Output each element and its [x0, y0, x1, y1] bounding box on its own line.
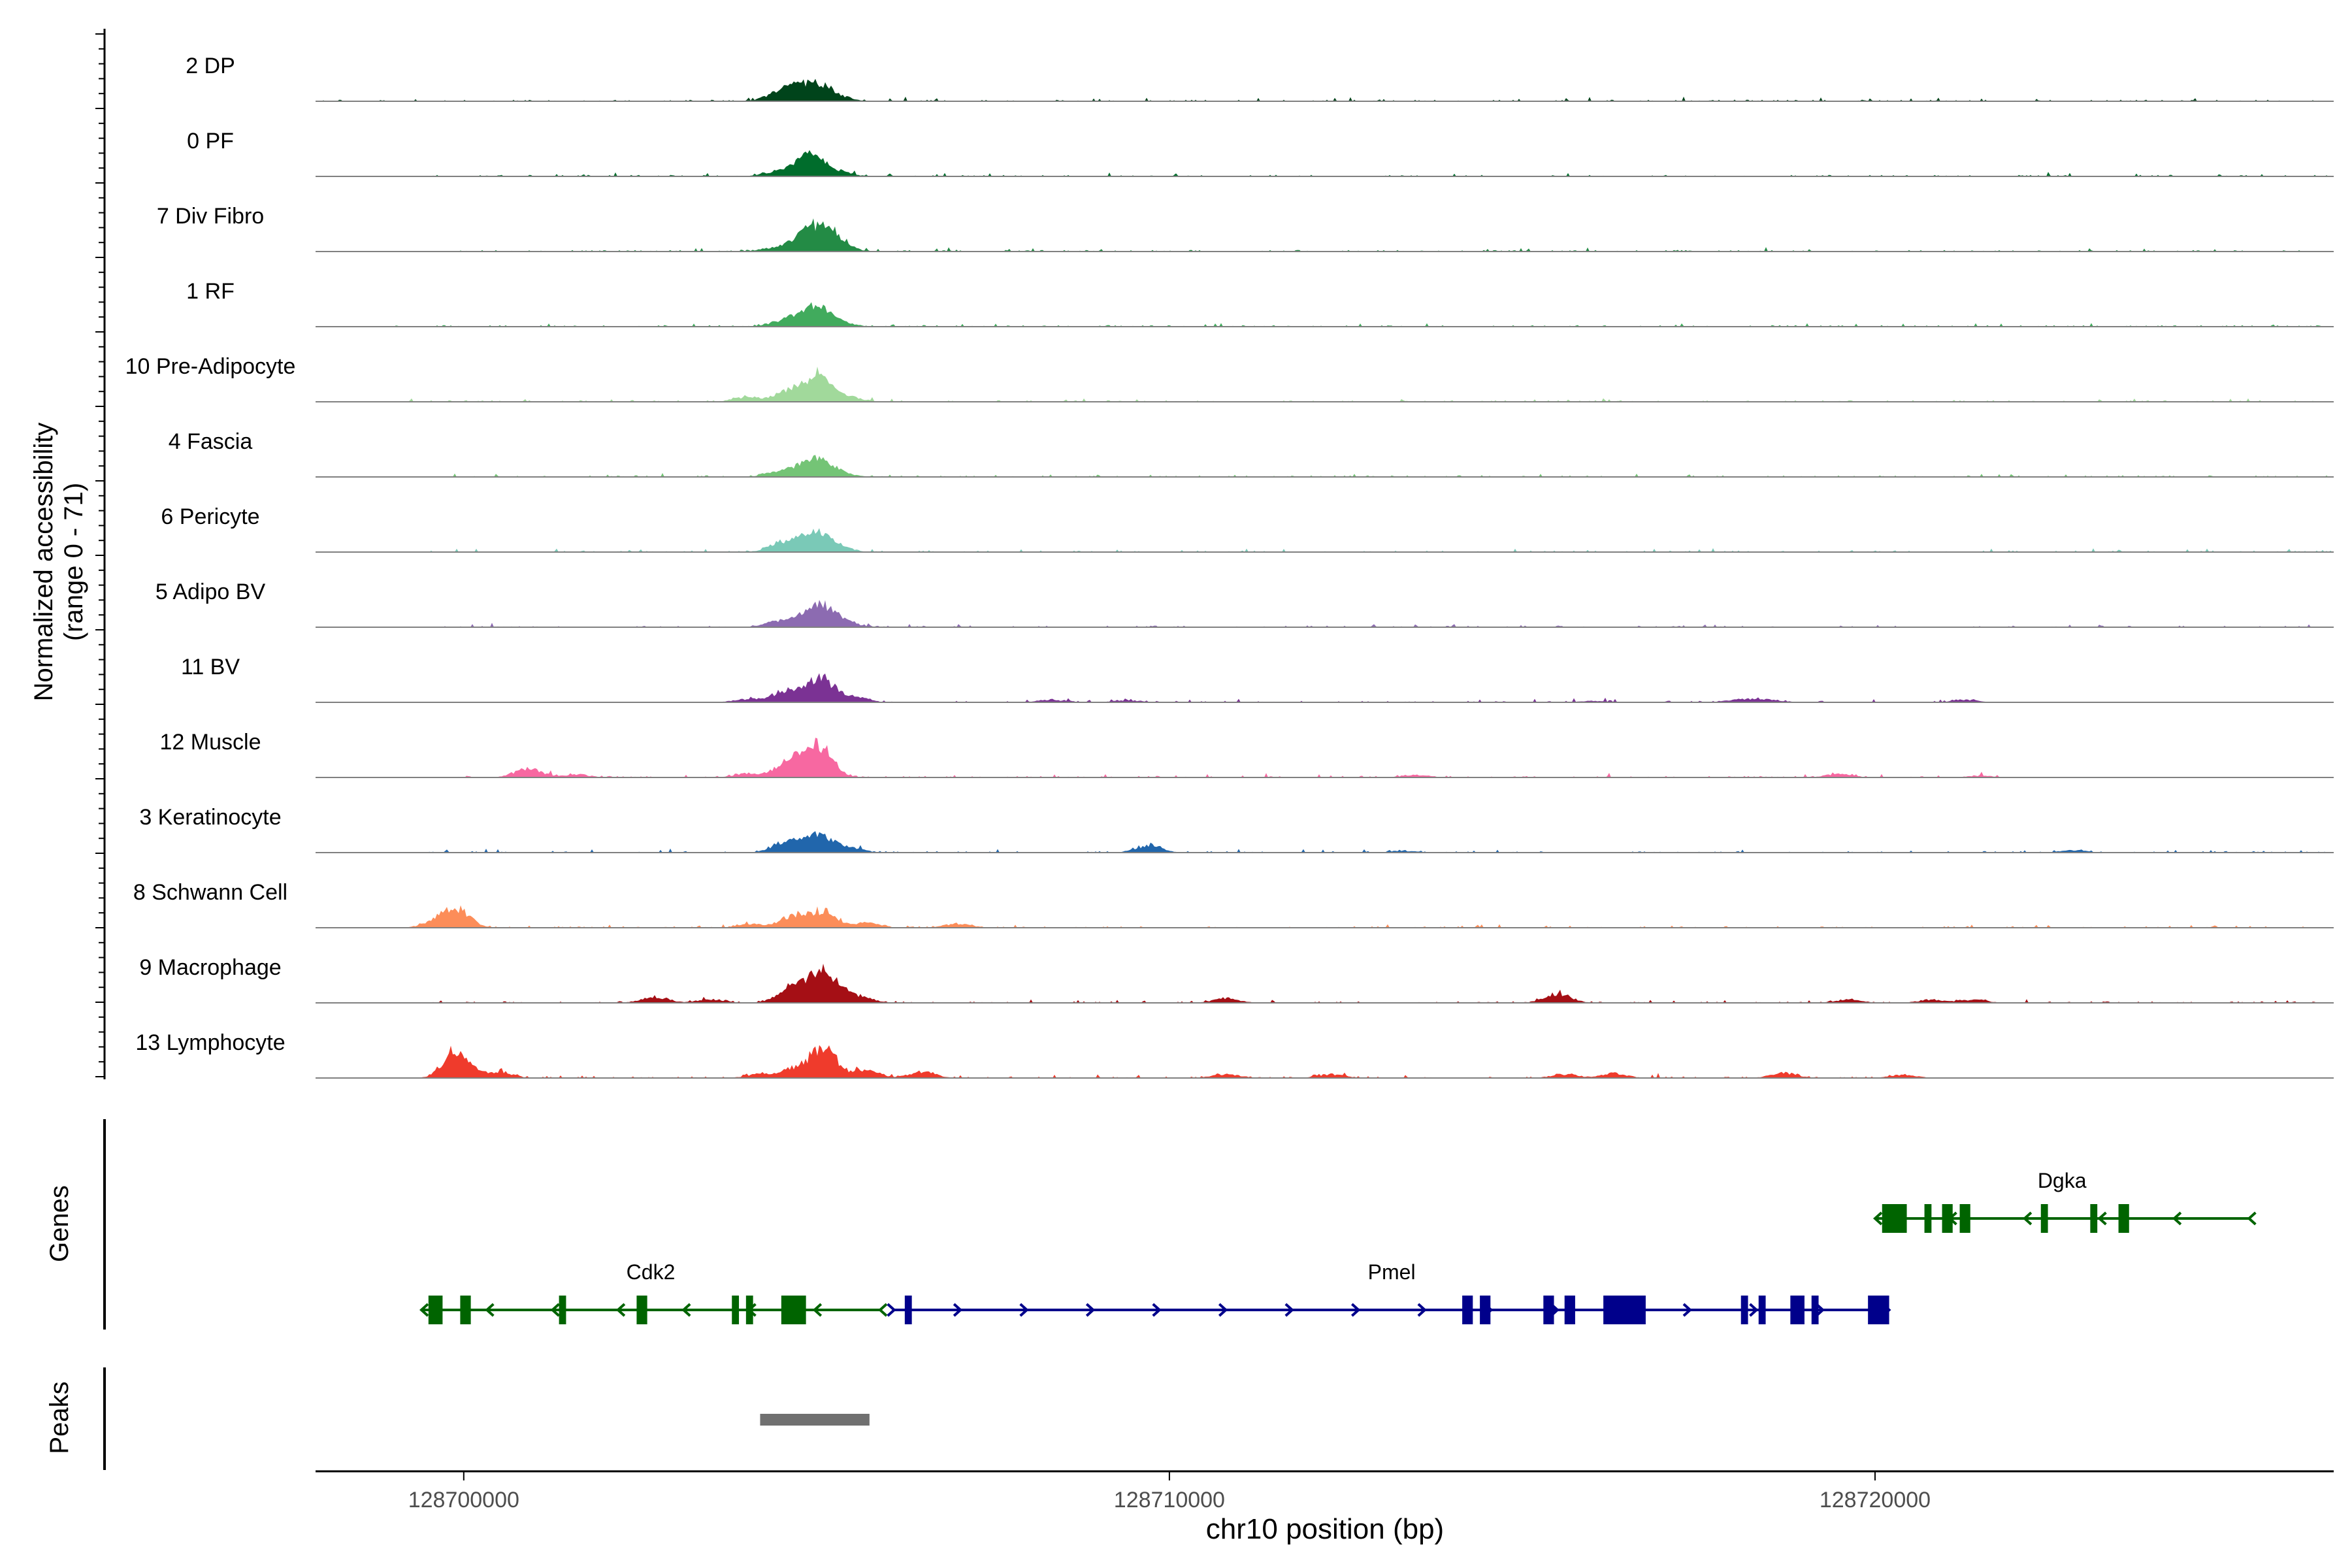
track-label-13: 13 Lymphocyte — [135, 1030, 285, 1055]
gene-exon — [1480, 1296, 1491, 1324]
x-axis-title: chr10 position (bp) — [1206, 1513, 1444, 1545]
gene-exon — [1942, 1204, 1953, 1233]
gene-strand-arrow — [1218, 1303, 1228, 1317]
gene-exon — [1868, 1296, 1889, 1324]
gene-exon — [781, 1296, 806, 1324]
gene-exon — [745, 1296, 753, 1324]
track-signal-0 — [316, 78, 2334, 101]
gene-exon — [1924, 1204, 1932, 1233]
track-signal-12 — [316, 964, 2334, 1003]
gene-strand-arrow — [1749, 1303, 1759, 1317]
track-signal-11 — [316, 905, 2334, 928]
gene-strand-arrow — [1682, 1303, 1692, 1317]
peak-region — [760, 1414, 870, 1426]
gene-strand-arrow — [1152, 1303, 1162, 1317]
gene-exon — [904, 1296, 912, 1324]
gene-strand-arrow — [485, 1303, 495, 1317]
gene-exon — [460, 1296, 471, 1324]
gene-exon — [1811, 1296, 1819, 1324]
gene-exon — [732, 1296, 740, 1324]
x-tick-label: 128710000 — [1114, 1488, 1225, 1512]
gene-name-dgka: Dgka — [2038, 1169, 2087, 1192]
gene-strand-arrow — [1417, 1303, 1427, 1317]
peaks-panel — [760, 1414, 870, 1426]
track-signal-2 — [316, 218, 2334, 252]
gene-exon — [1790, 1296, 1805, 1324]
gene-exon — [1959, 1204, 1970, 1233]
gene-exon — [636, 1296, 647, 1324]
track-label-8: 11 BV — [181, 655, 240, 679]
track-label-1: 0 PF — [187, 129, 234, 154]
track-signal-3 — [316, 302, 2334, 327]
gene-strand-arrow — [1351, 1303, 1361, 1317]
gene-strand-arrow — [681, 1303, 691, 1317]
track-label-12: 9 Macrophage — [139, 955, 281, 980]
gene-strand-arrow — [1085, 1303, 1096, 1317]
track-label-2: 7 Div Fibro — [157, 204, 264, 229]
gene-exon — [1603, 1296, 1646, 1324]
y-axis-range-label: (range 0 - 71) — [59, 483, 88, 641]
track-signal-5 — [316, 455, 2334, 477]
track-label-5: 4 Fascia — [169, 429, 253, 454]
gene-exon — [1543, 1296, 1554, 1324]
x-tick-label: 128700000 — [408, 1488, 519, 1512]
gene-exon — [1758, 1296, 1766, 1324]
gene-strand-arrow — [615, 1303, 626, 1317]
track-label-6: 6 Pericyte — [161, 504, 259, 529]
gene-strand-arrow — [1019, 1303, 1029, 1317]
gene-strand-arrow — [953, 1303, 963, 1317]
gene-exon — [428, 1296, 443, 1324]
gene-strand-arrow — [878, 1303, 888, 1317]
gene-exon — [2090, 1204, 2098, 1233]
track-signal-8 — [316, 673, 2334, 702]
track-label-4: 10 Pre-Adipocyte — [125, 354, 296, 379]
peaks-axis-label: Peaks — [45, 1381, 74, 1454]
track-label-10: 3 Keratinocyte — [139, 805, 281, 830]
gene-exon — [1564, 1296, 1575, 1324]
track-signal-9 — [316, 738, 2334, 777]
gene-strand-arrow — [887, 1303, 896, 1317]
gene-strand-arrow — [550, 1303, 560, 1317]
track-signal-7 — [316, 600, 2334, 627]
track-label-0: 2 DP — [186, 54, 235, 78]
gene-exon — [559, 1296, 566, 1324]
gene-name-cdk2: Cdk2 — [627, 1260, 676, 1284]
gene-strand-arrow — [1872, 1211, 1883, 1226]
y-axis-label: Normalized accessibility — [29, 423, 58, 702]
track-signal-1 — [316, 150, 2334, 176]
track-signal-4 — [316, 367, 2334, 402]
gene-strand-arrow — [2172, 1211, 2182, 1226]
x-tick-label: 128720000 — [1820, 1488, 1931, 1512]
gene-exon — [1462, 1296, 1473, 1324]
gene-exon — [2040, 1204, 2048, 1233]
track-signal-10 — [316, 831, 2334, 853]
gene-strand-arrow — [2097, 1211, 2107, 1226]
gene-strand-arrow — [2247, 1211, 2257, 1226]
gene-strand-arrow — [2022, 1211, 2033, 1226]
track-label-7: 5 Adipo BV — [155, 580, 266, 604]
genes-panel: Cdk2 Pmel Dgka — [419, 1169, 2257, 1324]
gene-exon — [1740, 1296, 1748, 1324]
gene-exon — [2118, 1204, 2129, 1233]
coverage-panel: 2 DP 0 PF 7 Div Fibro 1 RF 10 Pre-Adipocyte 4… — [125, 54, 2334, 1079]
track-signal-13 — [316, 1045, 2334, 1078]
gene-name-pmel: Pmel — [1368, 1260, 1416, 1284]
track-label-11: 8 Schwann Cell — [133, 880, 287, 905]
gene-exon — [1882, 1204, 1907, 1233]
genes-axis-label: Genes — [45, 1185, 74, 1262]
track-label-9: 12 Muscle — [160, 730, 261, 755]
gene-strand-arrow — [419, 1303, 429, 1317]
track-signal-6 — [316, 528, 2334, 552]
gene-strand-arrow — [1284, 1303, 1294, 1317]
track-label-3: 1 RF — [186, 279, 235, 304]
gene-strand-arrow — [812, 1303, 823, 1317]
axes-layer: 128700000 128710000 128720000 — [95, 29, 2334, 1512]
